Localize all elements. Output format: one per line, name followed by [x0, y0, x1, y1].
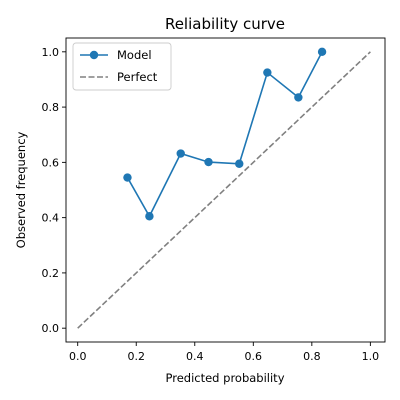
data-point: [317, 47, 327, 57]
axis-ticks: 0.0 0.2 0.4 0.6 0.8 1.0 0.0 0.2 0.4 0.6 0.8 1.0: [42, 46, 380, 363]
data-point: [294, 93, 303, 102]
data-point: [235, 159, 244, 168]
y-tick-label: 0.0: [42, 322, 60, 335]
y-tick-label: 0.6: [42, 156, 60, 169]
legend-label-model: Model: [117, 48, 152, 62]
y-tick-label: 0.2: [42, 267, 60, 280]
x-tick-label: 0.4: [186, 350, 204, 363]
data-point: [123, 173, 132, 182]
data-point: [263, 68, 272, 77]
legend-label-perfect: Perfect: [117, 70, 158, 84]
x-tick-label: 0.2: [127, 350, 145, 363]
x-axis-label: Predicted probability: [166, 371, 285, 385]
data-point: [204, 157, 213, 167]
y-tick-label: 1.0: [42, 46, 60, 59]
data-point: [176, 149, 185, 158]
x-tick-label: 0.0: [69, 350, 87, 363]
axes-frame: [65, 37, 386, 343]
x-tick-label: 0.8: [303, 350, 321, 363]
data-point: [145, 212, 154, 221]
legend: Model Perfect: [72, 42, 172, 91]
y-tick-label: 0.4: [42, 212, 60, 225]
chart-title: Reliability curve: [165, 15, 285, 33]
plot-area: [77, 47, 371, 329]
series-line-perfect: [77, 51, 371, 329]
legend-marker: [89, 50, 99, 60]
x-tick-label: 0.6: [245, 350, 263, 363]
y-axis-label: Observed frequency: [14, 131, 28, 248]
series-line-model: [126, 51, 323, 218]
y-tick-label: 0.8: [42, 101, 60, 114]
x-tick-label: 1.0: [362, 350, 380, 363]
